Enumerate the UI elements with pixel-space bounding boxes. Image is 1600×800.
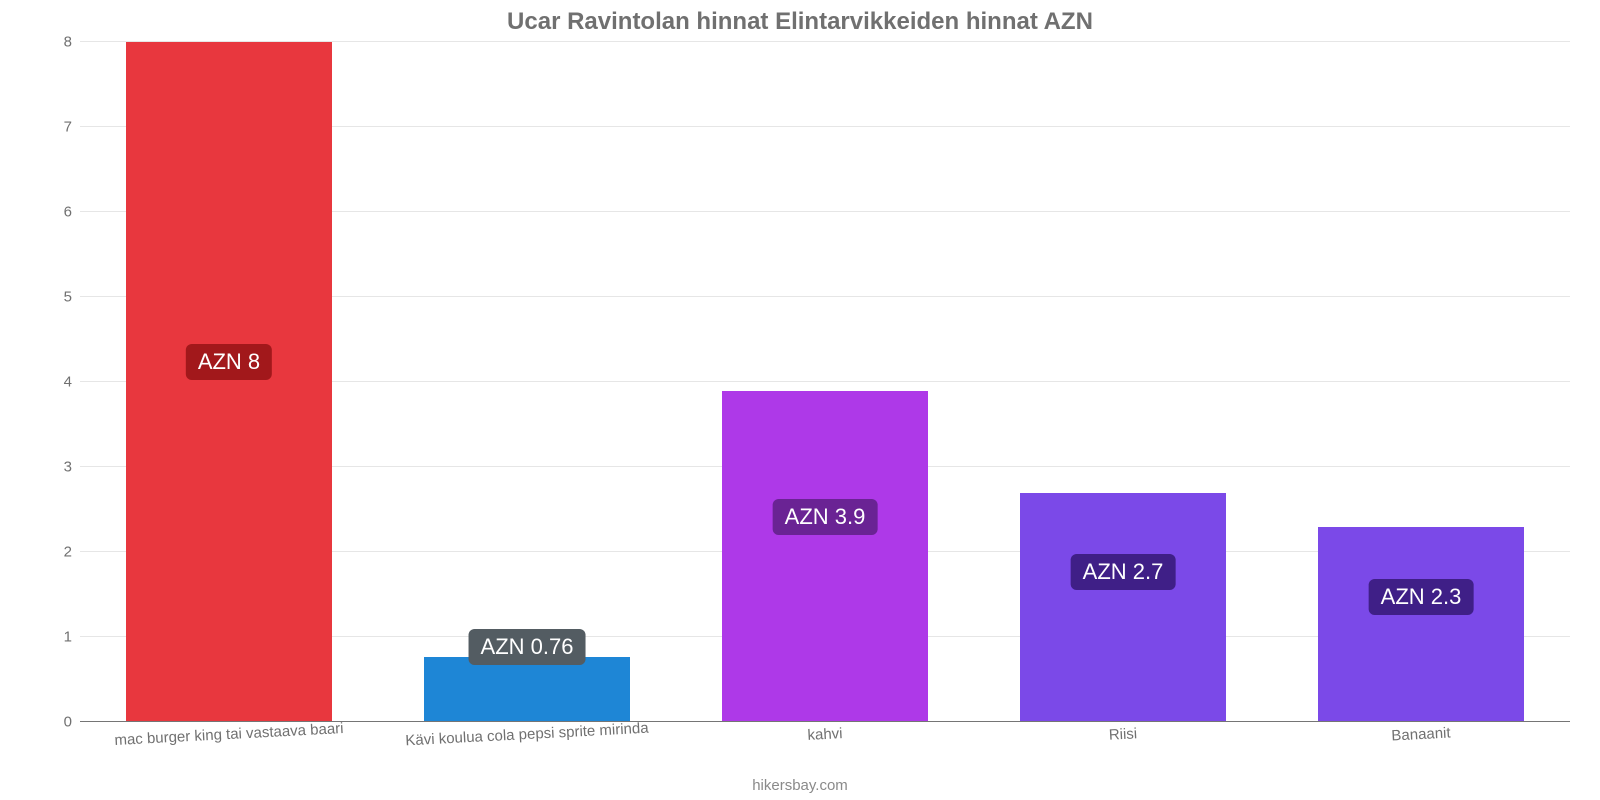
y-tick-label: 8 [64,34,72,51]
x-axis-label: Banaanit [1391,724,1451,744]
x-axis-labels: mac burger king tai vastaava baariKävi k… [80,726,1570,776]
value-badge: AZN 2.7 [1071,554,1176,590]
bar [722,391,928,723]
x-axis-line [80,721,1570,722]
bar [126,42,332,722]
chart-container: Ucar Ravintolan hinnat Elintarvikkeiden … [0,0,1600,800]
y-tick-label: 4 [64,374,72,391]
y-tick-label: 6 [64,204,72,221]
y-tick-label: 2 [64,544,72,561]
bar-slot: AZN 8 [80,42,378,722]
x-label-slot: Riisi [974,726,1272,776]
x-axis-label: mac burger king tai vastaava baari [114,720,344,749]
y-tick-label: 0 [64,714,72,731]
attribution-text: hikersbay.com [0,777,1600,794]
bar [1020,493,1226,723]
bar-slot: AZN 0.76 [378,42,676,722]
x-label-slot: kahvi [676,726,974,776]
y-tick-label: 1 [64,629,72,646]
bar-slot: AZN 2.7 [974,42,1272,722]
bar [424,657,630,722]
plot-area: AZN 8AZN 0.76AZN 3.9AZN 2.7AZN 2.3 01234… [80,42,1570,722]
bar [1318,527,1524,723]
bars-group: AZN 8 AZN 0.76 AZN 3.9 AZN 2.7 AZN 2.3 [80,42,1570,722]
value-badge: AZN 0.76 [469,629,586,665]
value-badge: AZN 3.9 [773,499,878,535]
chart-title: Ucar Ravintolan hinnat Elintarvikkeiden … [0,8,1600,36]
y-tick-label: 3 [64,459,72,476]
x-label-slot: mac burger king tai vastaava baari [80,726,378,776]
x-axis-label: Riisi [1108,725,1137,743]
bar-slot: AZN 3.9 [676,42,974,722]
value-badge: AZN 2.3 [1369,579,1474,615]
bar-slot: AZN 2.3 [1272,42,1570,722]
x-axis-label: Kävi koulua cola pepsi sprite mirinda [405,720,649,750]
x-label-slot: Kävi koulua cola pepsi sprite mirinda [378,726,676,776]
x-label-slot: Banaanit [1272,726,1570,776]
x-axis-label: kahvi [807,725,843,744]
y-tick-label: 7 [64,119,72,136]
value-badge: AZN 8 [186,344,272,380]
y-tick-label: 5 [64,289,72,306]
